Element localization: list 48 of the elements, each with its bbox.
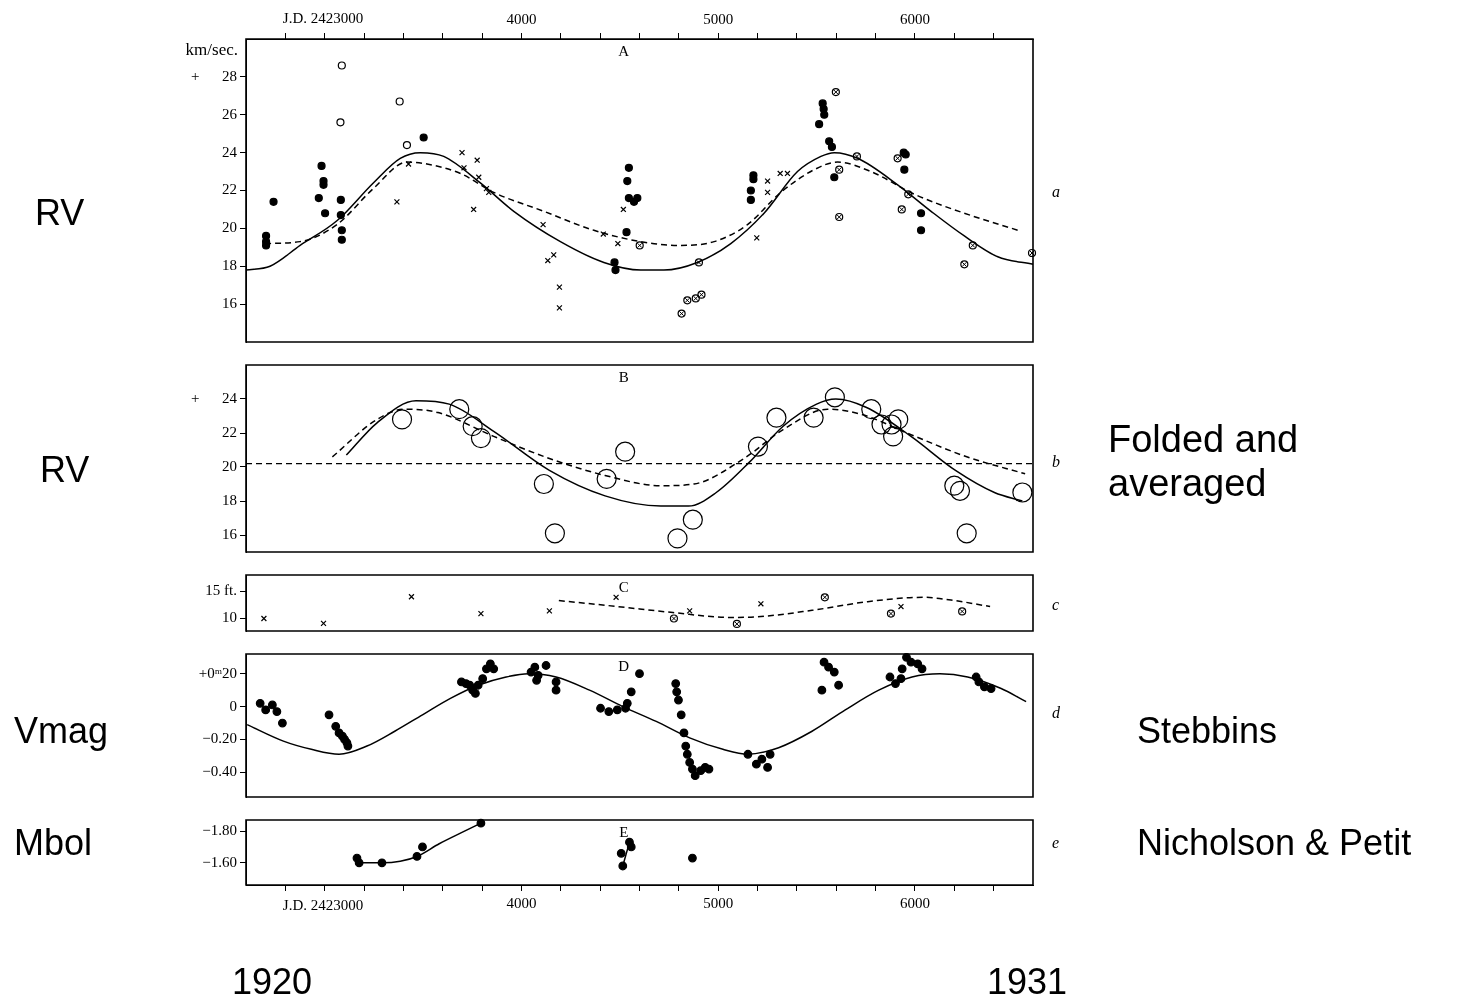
- x-axis-title: J.D. 2423000: [282, 10, 364, 28]
- y-tick-label: −1.60: [202, 853, 237, 870]
- x-tick-label: 4000: [506, 10, 537, 27]
- text: km/sec.: [185, 40, 238, 60]
- y-tick-label: 22: [222, 181, 237, 198]
- y-tick-label: −0.20: [202, 730, 237, 747]
- y-tick-label: +0ᵐ20: [198, 664, 237, 681]
- x-tick-label: 6000: [899, 894, 930, 911]
- text: e: [1052, 833, 1060, 853]
- y-tick-label: 20: [222, 219, 237, 236]
- y-tick-label: + 28: [191, 67, 237, 84]
- y-tick-label: 15 ft.: [205, 582, 237, 599]
- text: Stebbins: [1137, 710, 1278, 752]
- text: d: [1052, 703, 1060, 723]
- y-tick-label: + 24: [191, 389, 238, 406]
- y-axis-title: Mbol: [14, 822, 93, 864]
- text: Folded and averaged: [1108, 418, 1300, 506]
- y-tick-label: 26: [222, 105, 238, 122]
- chart-title: E: [619, 824, 629, 841]
- y-axis-title: RV: [40, 449, 90, 491]
- x-tick-label: 4000: [506, 894, 537, 911]
- y-tick-label: 16: [222, 295, 238, 312]
- chart-title: B: [618, 369, 629, 386]
- y-tick-label: −1.80: [202, 822, 237, 839]
- y-tick-label: 0: [229, 697, 237, 714]
- y-tick-label: 10: [222, 609, 237, 626]
- y-tick-label: 18: [222, 257, 237, 274]
- text: 1931: [986, 961, 1068, 1003]
- text: c: [1052, 595, 1060, 615]
- y-tick-label: 22: [222, 423, 237, 440]
- y-tick-label: 18: [222, 491, 237, 508]
- y-tick-label: −0.40: [202, 763, 237, 780]
- y-tick-label: 20: [222, 457, 237, 474]
- x-tick-label: 5000: [703, 10, 734, 27]
- x-tick-label: 5000: [703, 894, 734, 911]
- text: Nicholson & Petit: [1137, 822, 1412, 864]
- text: b: [1052, 452, 1060, 472]
- chart-title: D: [618, 658, 630, 675]
- y-tick-label: 16: [222, 525, 238, 542]
- x-tick-label: 6000: [899, 10, 930, 27]
- chart-title: C: [618, 579, 629, 596]
- text: a: [1052, 182, 1060, 202]
- y-tick-label: 24: [222, 143, 238, 160]
- chart-title: A: [618, 43, 630, 60]
- text: 1920: [231, 961, 313, 1003]
- x-axis-title: J.D. 2423000: [282, 897, 364, 915]
- y-axis-title: RV: [35, 192, 85, 234]
- y-axis-title: Vmag: [14, 710, 109, 752]
